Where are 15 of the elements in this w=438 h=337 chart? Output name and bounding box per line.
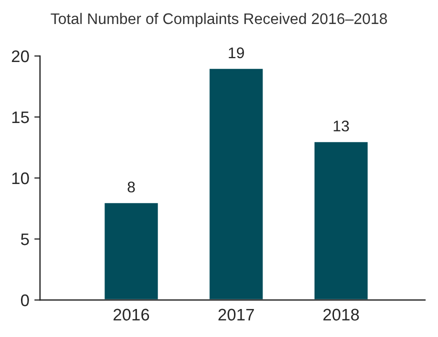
- data-label: 13: [334, 120, 349, 132]
- data-label: 19: [228, 47, 244, 58]
- x-tick-label: 2017: [218, 308, 254, 321]
- y-tick-label: 5: [20, 234, 29, 246]
- data-label: 8: [128, 182, 135, 192]
- chart-title: Total Number of Complaints Received 2016–2018: [50, 12, 387, 28]
- y-tick-label: 15: [12, 112, 29, 124]
- y-tick-label: 20: [12, 50, 29, 62]
- y-tick-label: 0: [20, 294, 29, 306]
- y-tick-label: 10: [12, 172, 29, 184]
- bar: [103, 202, 160, 300]
- bar: [313, 140, 370, 300]
- x-tick-label: 2018: [323, 308, 359, 321]
- bar: [208, 68, 264, 300]
- x-tick-label: 2016: [114, 308, 150, 321]
